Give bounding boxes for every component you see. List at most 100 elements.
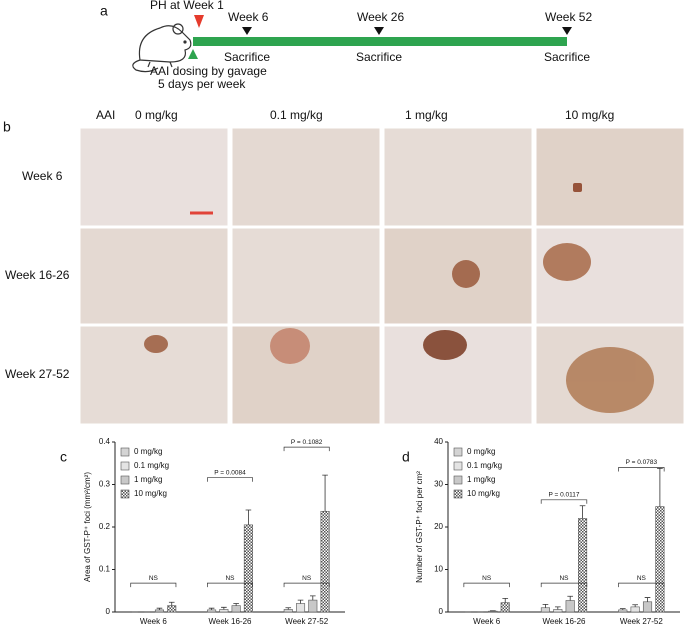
bar [283,609,293,613]
error-bar [285,607,292,610]
bar [578,518,588,613]
x-tick-label: Week 27-52 [285,617,329,626]
error-bar [156,607,163,610]
bar [630,606,640,613]
ph-label: PH at Week 1 [150,0,224,12]
histology-image [79,127,229,227]
annotation: NS [559,575,569,582]
bar [154,609,164,613]
week-label: Week 26 [357,10,404,24]
histology-image [79,227,229,325]
dosing-label: 5 days per week [158,77,246,91]
annotation: P = 0.0084 [214,469,246,476]
error-bar [221,606,227,610]
legend-swatch [453,489,463,499]
annotation: NS [302,575,312,582]
error-bar [322,474,328,512]
bar [296,603,306,613]
error-bar [309,595,316,601]
bracket [283,446,330,452]
annotation: P = 0.0117 [548,492,579,499]
bar [618,609,628,613]
week-label: Week 52 [545,10,592,24]
y-axis-label: Area of GST-P⁺ foci (mm²/cm²) [83,472,92,582]
bracket [207,477,253,482]
bar [655,506,665,613]
bracket [618,467,665,472]
error-bar [208,607,215,610]
error-bar [554,606,561,610]
bar [167,605,177,613]
error-bar [168,601,175,606]
dose-label: 0 mg/kg [135,108,178,122]
y-axis-label: Number of GST-P⁺ foci per cm² [415,471,424,583]
bracket [207,582,253,588]
bar [219,609,229,613]
legend-label: 0.1 mg/kg [467,461,502,470]
y-tick-label: 0 [106,607,111,616]
sacrifice-marker [562,27,572,35]
bracket [540,499,588,504]
annotation: NS [637,575,647,582]
legend-label: 10 mg/kg [134,489,167,498]
y-tick-label: 0.1 [99,565,111,574]
bar [243,524,253,613]
ph-marker [194,15,204,28]
bracket [130,582,177,588]
bar [207,609,217,613]
annotation: P = 0.0783 [626,459,658,466]
error-bar [297,599,304,604]
error-bar [567,595,574,601]
legend-label: 0 mg/kg [134,447,162,456]
x-tick-label: Week 6 [140,617,168,626]
mouse-icon [132,23,192,73]
bar [320,510,330,613]
y-tick-label: 0 [439,607,444,616]
row-label: Week 16-26 [5,268,70,282]
panel-letter: b [3,119,11,135]
dosing-label: AAI dosing by gavage [150,64,267,78]
bar [500,602,510,613]
legend-label: 0 mg/kg [467,447,495,456]
bar [488,610,498,613]
annotation: NS [482,575,492,582]
dose-label: 1 mg/kg [405,108,448,122]
bracket [540,582,588,588]
dose-label: 10 mg/kg [565,108,614,122]
histology-image [383,127,533,227]
histology-image [231,227,381,325]
dose-label: 0.1 mg/kg [270,108,323,122]
panel-letter: c [60,449,67,465]
error-bar [542,603,549,608]
legend-swatch [453,475,463,485]
x-tick-label: Week 16-26 [209,617,253,626]
error-bar [644,597,651,602]
error-bar [233,603,239,606]
legend-swatch [453,461,463,471]
legend-label: 1 mg/kg [134,475,162,484]
legend-label: 0.1 mg/kg [134,461,169,470]
week-label: Week 6 [228,10,269,24]
panel-letter: d [402,449,410,465]
legend-swatch [120,489,130,499]
sacrifice-label: Sacrifice [544,50,590,64]
sacrifice-label: Sacrifice [224,50,270,64]
dosing-bar [193,37,567,46]
compound-label: AAI [96,108,115,122]
error-bar [245,509,252,525]
sacrifice-marker [374,27,384,35]
bar [553,609,563,613]
x-tick-label: Week 16-26 [543,617,587,626]
foci [144,183,654,413]
bracket [283,582,330,588]
y-tick-label: 10 [434,565,443,574]
sacrifice-marker [242,27,252,35]
legend-label: 10 mg/kg [467,489,500,498]
error-bar [632,604,638,607]
legend-swatch [120,475,130,485]
y-tick-label: 40 [434,437,443,446]
bar [642,601,653,613]
bracket [618,582,665,588]
bracket [463,582,510,588]
